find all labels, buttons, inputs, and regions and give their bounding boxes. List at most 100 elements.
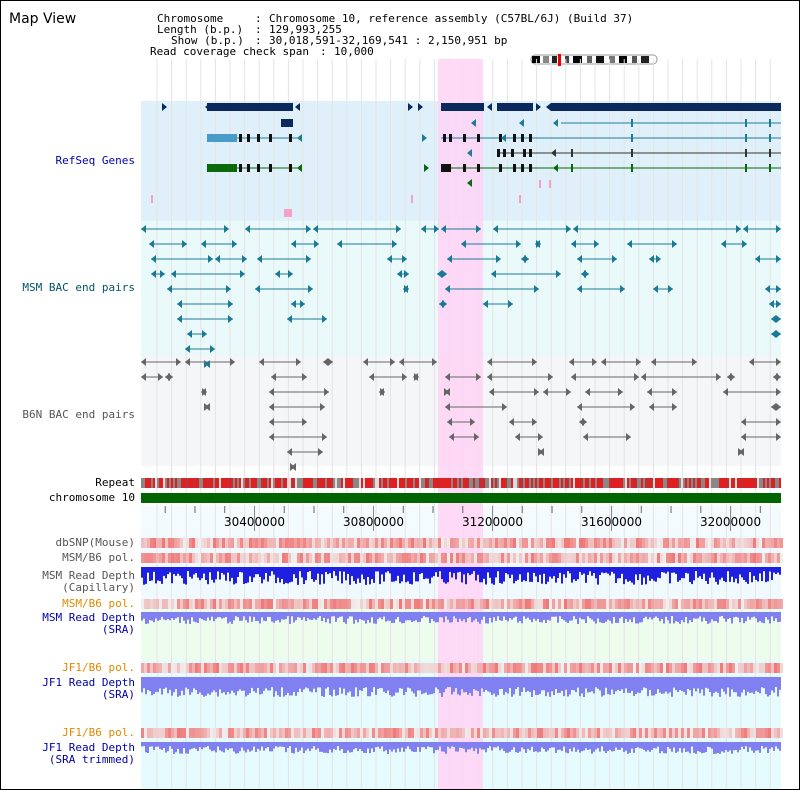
jf1-depth-sra-bar bbox=[475, 677, 477, 691]
msm-b6-pol-sra-heat-cell bbox=[756, 599, 759, 609]
bac-end-arrow bbox=[177, 315, 182, 323]
bac-end-arrow bbox=[208, 255, 213, 263]
jf1-b6-pol-trim-heat-cell bbox=[540, 728, 543, 738]
jf1-b6-pol-trim-heat-cell bbox=[774, 728, 777, 738]
jf1-depth-trim-bar bbox=[305, 742, 307, 751]
gene-arrow bbox=[471, 119, 476, 127]
jf1-depth-sra-bar bbox=[393, 677, 395, 696]
msm-b6-pol-sra-heat-cell bbox=[345, 599, 348, 609]
jf1-depth-trim-bar bbox=[703, 742, 705, 753]
msm-b6-pol-sra-heat-cell bbox=[669, 599, 672, 609]
jf1-depth-sra-bar bbox=[289, 677, 291, 696]
repeat-mark bbox=[495, 478, 497, 488]
dbsnp-heat-cell bbox=[195, 538, 198, 548]
chromosome-ideogram[interactable] bbox=[529, 54, 661, 66]
msm-b6-pol-sra-heat-cell bbox=[279, 599, 282, 609]
repeat-mark bbox=[269, 478, 271, 488]
jf1-depth-trim-bar bbox=[313, 742, 315, 747]
msm-b6-pol-sra-heat-cell bbox=[432, 599, 435, 609]
gene-arrow bbox=[551, 149, 556, 157]
bac-end-arrow bbox=[313, 225, 318, 233]
repeat-mark bbox=[507, 478, 509, 488]
msm-depth-cap-bar bbox=[651, 567, 653, 579]
bac-end-arrow bbox=[566, 388, 571, 396]
jf1-depth-trim-bar bbox=[513, 742, 515, 748]
coverage-value: 10,000 bbox=[334, 45, 374, 58]
msm-depth-sra-bar bbox=[697, 612, 699, 619]
repeat-mark bbox=[751, 478, 753, 488]
jf1-depth-trim-bar bbox=[421, 742, 423, 748]
jf1-b6-pol-trim-heat-cell bbox=[579, 728, 582, 738]
msm-depth-cap-bar bbox=[153, 567, 155, 572]
msm-depth-sra-bar bbox=[323, 612, 325, 618]
msm-depth-cap-bar bbox=[311, 567, 313, 580]
msm-b6-pol-heat-cell bbox=[435, 553, 438, 563]
msm-depth-cap-bar bbox=[503, 567, 505, 582]
msm-depth-sra-bar bbox=[763, 612, 765, 624]
msm-depth-cap-bar bbox=[479, 567, 481, 583]
jf1-depth-sra-bar bbox=[451, 677, 453, 695]
jf1-b6-pol-trim-heat-cell bbox=[441, 728, 444, 738]
jf1-depth-trim-bar bbox=[763, 742, 765, 749]
jf1-depth-trim-bar bbox=[415, 742, 417, 752]
jf1-depth-trim-bar bbox=[391, 742, 393, 752]
jf1-depth-trim-bar bbox=[179, 742, 181, 754]
jf1-depth-sra-bar bbox=[369, 677, 371, 697]
msm-b6-pol-sra-heat-cell bbox=[702, 599, 705, 609]
msm-depth-sra-bar bbox=[257, 612, 259, 621]
dbsnp-heat-cell bbox=[333, 538, 336, 548]
jf1-depth-sra-bar bbox=[765, 677, 767, 695]
msm-depth-cap-bar bbox=[685, 567, 687, 573]
jf1-depth-trim-bar bbox=[195, 742, 197, 749]
jf1-depth-trim-bar bbox=[735, 742, 737, 751]
msm-depth-cap-bar bbox=[387, 567, 389, 572]
jf1-b6-pol-trim-heat-cell bbox=[417, 728, 420, 738]
msm-depth-sra-bar bbox=[633, 612, 635, 618]
bac-end-arrow bbox=[363, 358, 368, 366]
jf1-b6-pol-heat-cell bbox=[279, 663, 282, 673]
repeat-mark bbox=[245, 478, 247, 488]
jf1-b6-pol-heat-cell bbox=[177, 663, 180, 673]
msm-b6-pol-heat-cell bbox=[534, 553, 537, 563]
dbsnp-heat-cell bbox=[696, 538, 699, 548]
jf1-depth-sra-bar bbox=[587, 677, 589, 693]
jf1-depth-trim-bar bbox=[701, 742, 703, 754]
msm-depth-sra-bar bbox=[485, 612, 487, 624]
repeat-mark bbox=[549, 478, 551, 488]
repeat-mark bbox=[713, 478, 715, 488]
jf1-depth-sra-bar bbox=[301, 677, 303, 693]
axis-tick-label: 31200000 bbox=[462, 515, 523, 529]
msm-depth-sra-bar bbox=[401, 612, 403, 624]
msm-depth-cap-bar bbox=[727, 567, 729, 572]
jf1-depth-trim-bar bbox=[325, 742, 327, 753]
jf1-depth-trim-bar bbox=[401, 742, 403, 748]
jf1-depth-sra-bar bbox=[297, 677, 299, 693]
jf1-depth-sra-bar bbox=[569, 677, 571, 695]
jf1-b6-pol-trim-heat-cell bbox=[543, 728, 546, 738]
msm-b6-pol-sra-heat-cell bbox=[732, 599, 735, 609]
bac-end-arrow bbox=[730, 373, 735, 381]
jf1-depth-trim-bar bbox=[753, 742, 755, 753]
jf1-depth-sra-bar bbox=[649, 677, 651, 690]
msm-b6-pol-label: MSM/B6 pol. bbox=[62, 551, 135, 564]
bac-end-arrow bbox=[434, 225, 439, 233]
repeat-mark bbox=[265, 478, 267, 488]
jf1-depth-sra-bar bbox=[205, 677, 207, 696]
jf1-b6-pol-trim-heat-cell bbox=[225, 728, 228, 738]
jf1-b6-pol-heat-cell bbox=[777, 663, 780, 673]
repeat-mark bbox=[319, 478, 321, 488]
bac-end-arrow bbox=[612, 255, 617, 263]
bac-end-arrow bbox=[290, 463, 295, 471]
jf1-b6-pol-heat-cell bbox=[309, 663, 312, 673]
jf1-b6-pol-heat-cell bbox=[213, 663, 216, 673]
repeat-mark bbox=[483, 478, 485, 488]
msm-depth-cap-bar bbox=[449, 567, 451, 572]
jf1-depth-sra-bar bbox=[493, 677, 495, 694]
jf1-depth-sra-bar bbox=[409, 677, 411, 689]
msm-depth-cap-bar bbox=[345, 567, 347, 581]
msm-b6-pol-sra-heat-cell bbox=[729, 599, 732, 609]
msm-depth-cap-bar bbox=[663, 567, 665, 573]
msm-b6-pol-sra-heat-cell bbox=[378, 599, 381, 609]
msm-b6-pol-sra-heat-cell bbox=[153, 599, 156, 609]
